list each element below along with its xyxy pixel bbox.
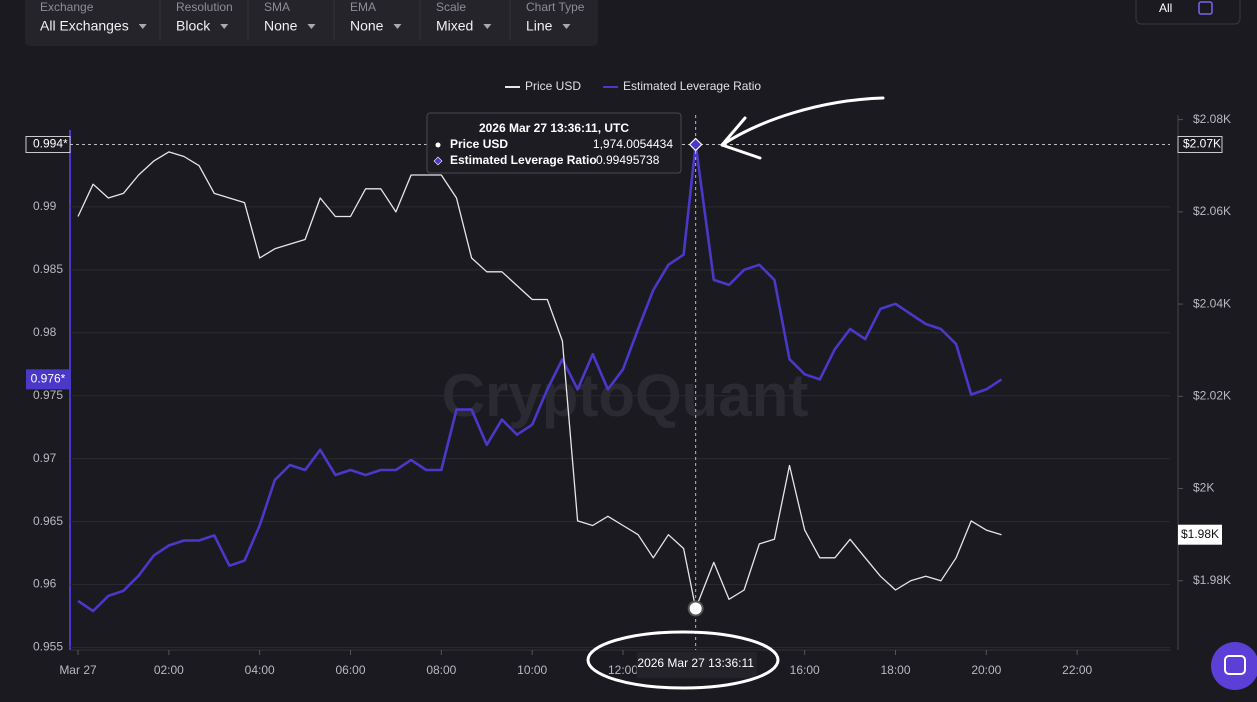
x-tick-label: 06:00 xyxy=(335,663,365,677)
y-tick-label: 0.985 xyxy=(33,262,63,276)
x-tick-label: 12:00 xyxy=(608,663,638,677)
dropdown-caret xyxy=(138,24,147,29)
calendar-icon[interactable] xyxy=(1198,1,1213,15)
hover-marker xyxy=(688,137,703,152)
last-value-label: 0.976* xyxy=(31,372,66,386)
y-tick-label: 0.99 xyxy=(33,199,57,213)
toolbar-label: SMA xyxy=(264,0,290,14)
crosshair-time-box xyxy=(636,652,757,678)
toolbar-value[interactable]: None xyxy=(350,18,384,34)
y-tick-label: 0.96 xyxy=(33,577,57,591)
toolbar-value[interactable]: All Exchanges xyxy=(40,18,129,34)
toolbar-value[interactable]: Mixed xyxy=(436,18,473,34)
legend-label[interactable]: Estimated Leverage Ratio xyxy=(623,79,761,93)
legend-label[interactable]: Price USD xyxy=(525,79,581,93)
dropdown-caret xyxy=(220,24,229,29)
x-tick-label: 04:00 xyxy=(245,663,275,677)
crosshair-left-box xyxy=(25,135,71,153)
toolbar xyxy=(25,0,598,46)
y2-tick-label: $2.02K xyxy=(1193,389,1231,403)
dropdown-caret xyxy=(562,24,571,29)
last-value-box xyxy=(26,369,70,390)
y-tick-label: 0.965 xyxy=(33,514,63,528)
crosshair-left-label: 0.994* xyxy=(33,137,68,151)
chat-icon xyxy=(1224,655,1246,675)
toolbar-label: Chart Type xyxy=(526,0,585,14)
series-line xyxy=(77,151,1002,610)
toolbar-label: EMA xyxy=(350,0,376,14)
x-tick-label: 10:00 xyxy=(517,663,547,677)
y2-tick-label: $1.98K xyxy=(1193,573,1231,587)
hand-circle xyxy=(586,630,780,690)
crosshair-right-box xyxy=(1177,135,1223,153)
y-tick-label: 0.97 xyxy=(33,451,57,465)
toolbar-value[interactable]: Block xyxy=(176,18,211,34)
hover-marker xyxy=(687,600,704,617)
tooltip-dot xyxy=(435,142,441,148)
x-tick-label: 20:00 xyxy=(971,663,1001,677)
y2-tick-label: $2.04K xyxy=(1193,296,1231,310)
x-tick-label: 02:00 xyxy=(154,663,184,677)
x-tick-label: 18:00 xyxy=(880,663,910,677)
range-button[interactable]: All xyxy=(1159,1,1172,15)
tooltip-name: Estimated Leverage Ratio xyxy=(450,153,597,167)
series-line xyxy=(77,143,1003,613)
y2-tick-label: $2K xyxy=(1193,481,1214,495)
y-tick-label: 0.98 xyxy=(33,325,57,339)
tooltip-diamond xyxy=(433,156,443,166)
last-value-label: $1.98K xyxy=(1181,527,1219,541)
x-tick-label: 16:00 xyxy=(790,663,820,677)
toolbar-value[interactable]: None xyxy=(264,18,298,34)
y-tick-label: 0.955 xyxy=(33,640,63,654)
range-box xyxy=(1135,0,1241,25)
overlay: $1.98K 0.976* 0.994* $2.07K 2026 Mar 27 13:3… xyxy=(25,112,1223,678)
tooltip-box xyxy=(426,112,682,174)
toolbar-label: Resolution xyxy=(176,0,233,14)
plot: 0.955 0.96 0.965 0.97 0.975 0.98 0.985 0.99 $1.9… xyxy=(33,112,1231,677)
crosshair-time-label: 2026 Mar 27 13:36:11 xyxy=(637,656,754,670)
tooltip-title: 2026 Mar 27 13:36:11, UTC xyxy=(479,121,629,135)
last-value-box xyxy=(1178,524,1222,545)
y2-tick-label: $2.06K xyxy=(1193,204,1231,218)
x-tick-label: 08:00 xyxy=(426,663,456,677)
tooltip-name: Price USD xyxy=(450,137,508,151)
x-tick-label: 22:00 xyxy=(1062,663,1092,677)
toolbar-label: Exchange xyxy=(40,0,94,14)
y-tick-label: 0.975 xyxy=(33,388,63,402)
toolbar-value[interactable]: Line xyxy=(526,18,553,34)
tooltip-value: 0.99495738 xyxy=(596,153,660,167)
dropdown-caret xyxy=(483,24,492,29)
chat-button[interactable] xyxy=(1211,642,1257,690)
crosshair-right-label: $2.07K xyxy=(1183,137,1221,151)
x-tick-label: Mar 27 xyxy=(59,663,97,677)
tooltip-value: 1,974.0054434 xyxy=(593,137,673,151)
y2-tick-label: $2.08K xyxy=(1193,112,1231,126)
dropdown-caret xyxy=(393,24,402,29)
toolbar-label: Scale xyxy=(436,0,466,14)
dropdown-caret xyxy=(307,24,316,29)
hand-arrow xyxy=(720,96,885,160)
